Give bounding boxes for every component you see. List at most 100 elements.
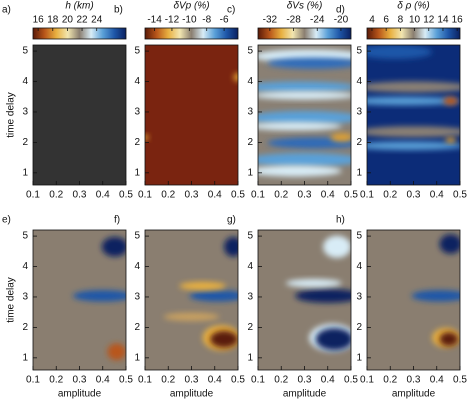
heatmap-feature [189,290,238,302]
heatmap-feature [443,96,459,106]
x-tick-label: 0.4 [96,375,110,386]
y-tick-label: 5 [356,46,362,57]
x-tick-label: 0.1 [360,375,374,386]
y-tick-label: 1 [22,167,28,178]
heatmap-feature [72,290,126,302]
colorbar-tick-label: -12 [165,15,180,26]
colorbar [257,27,352,40]
heatmap-feature [323,235,351,258]
y-tick-label: 1 [247,352,253,363]
y-tick-label: 3 [356,292,362,303]
y-tick-label: 1 [134,167,140,178]
x-tick-label: 0.2 [383,190,397,201]
colorbar-tick-label: 16 [452,15,464,26]
x-tick-label: 0.5 [119,375,133,386]
y-tick-label: 5 [134,231,140,242]
x-tick-label: 0.4 [321,190,335,201]
x-tick-label: 0.1 [251,190,265,201]
panel-label: a) [2,5,11,16]
x-axis-label: amplitude [170,389,214,400]
x-tick-label: 0.3 [73,190,87,201]
heatmap-feature [224,237,238,257]
colorbar-tick-label: -8 [202,15,211,26]
heatmap-feature [367,126,460,138]
x-tick-label: 0.3 [407,190,421,201]
y-tick-label: 1 [356,352,362,363]
y-tick-label: 5 [22,46,28,57]
heatmap-feature [411,290,460,302]
x-tick-label: 0.5 [231,190,245,201]
colorbar-tick-label: 12 [423,15,435,26]
heatmap [258,45,351,185]
x-axis-label: amplitude [283,389,327,400]
x-tick-label: 0.4 [430,190,444,201]
x-tick-label: 0.2 [161,375,175,386]
x-tick-label: 0.5 [453,375,467,386]
colorbar-tick-label: 4 [369,15,375,26]
x-tick-label: 0.3 [185,375,199,386]
heatmap [367,45,460,185]
colorbar-tick-label: -20 [334,15,349,26]
x-tick-label: 0.2 [49,190,63,201]
x-tick-label: 0.3 [407,375,421,386]
x-tick-label: 0.4 [430,375,444,386]
y-tick-label: 4 [22,261,28,272]
y-tick-label: 4 [22,76,28,87]
y-tick-label: 2 [134,322,140,333]
x-tick-label: 0.2 [383,375,397,386]
colorbar-tick-label: -28 [286,15,301,26]
panel-label: h) [336,215,345,226]
y-tick-label: 1 [134,352,140,363]
heatmap-feature [439,332,459,347]
y-tick-label: 2 [356,137,362,148]
heatmap-feature [367,141,460,150]
colorbar-tick-label: -6 [220,15,229,26]
heatmap-feature [315,328,351,351]
panel-label: c) [227,5,235,16]
x-tick-label: 0.3 [298,375,312,386]
y-tick-label: 2 [22,322,28,333]
heatmap [33,230,126,370]
heatmap-feature [367,96,460,106]
y-tick-label: 1 [22,352,28,363]
y-tick-label: 5 [22,231,28,242]
heatmap-background [33,45,126,185]
colorbar-tick-label: 22 [77,15,89,26]
x-tick-label: 0.5 [231,375,245,386]
panel-label: d) [336,5,345,16]
colorbar-tick-label: 10 [409,15,421,26]
x-tick-label: 0.4 [208,375,222,386]
panel-label: f) [114,215,120,226]
heatmap-feature [445,137,457,143]
y-tick-label: 3 [247,107,253,118]
y-axis-label: time delay [6,277,17,323]
x-tick-label: 0.2 [274,375,288,386]
x-tick-label: 0.2 [161,190,175,201]
x-tick-label: 0.1 [26,375,40,386]
colorbar-title: δVs (%) [287,1,323,12]
heatmap-feature [101,237,126,257]
colorbar-tick-label: 14 [437,15,449,26]
y-tick-label: 2 [134,137,140,148]
y-tick-label: 2 [247,137,253,148]
heatmap-feature [330,133,351,142]
heatmap-feature [285,279,342,288]
y-tick-label: 4 [356,76,362,87]
x-axis-label: amplitude [392,389,436,400]
x-tick-label: 0.1 [138,375,152,386]
y-tick-label: 5 [247,231,253,242]
colorbar-title: h (km) [65,1,93,12]
y-tick-label: 2 [247,322,253,333]
heatmap-feature [295,288,351,303]
x-tick-label: 0.2 [274,190,288,201]
y-axis-label: time delay [6,92,17,138]
heatmap-feature [107,343,126,361]
heatmap-feature [210,330,238,348]
y-tick-label: 3 [22,292,28,303]
heatmap [145,230,238,370]
x-tick-label: 0.1 [360,190,374,201]
y-tick-label: 2 [356,322,362,333]
colorbar-tick-label: -32 [263,15,278,26]
y-tick-label: 5 [134,46,140,57]
